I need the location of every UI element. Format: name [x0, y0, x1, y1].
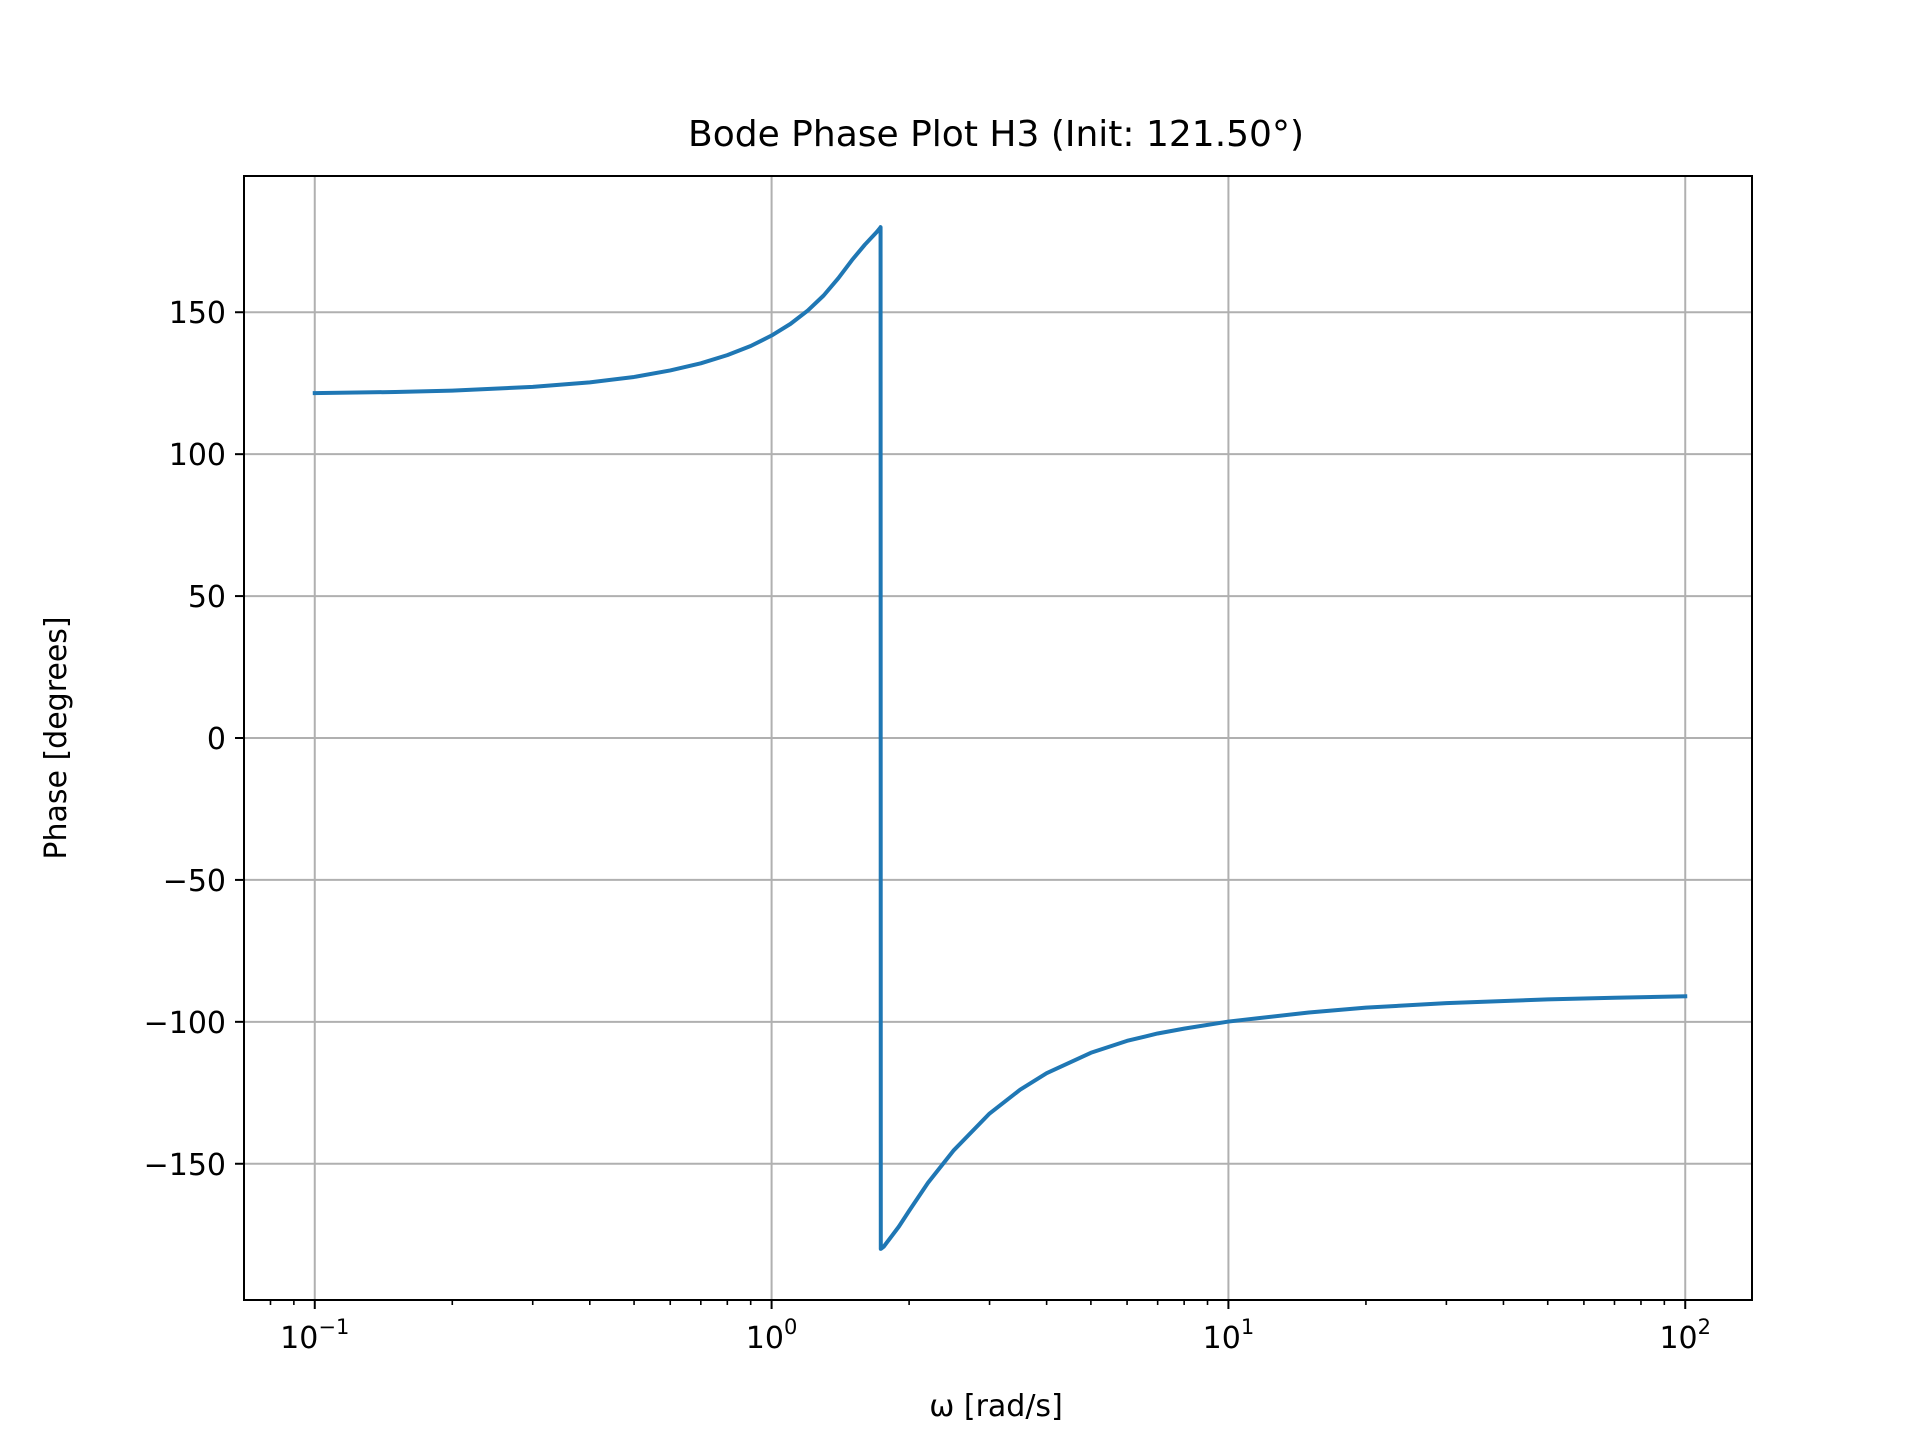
- tick-marks: [235, 311, 1687, 1309]
- x-tick-label: 101: [1203, 1315, 1255, 1356]
- y-axis-label: Phase [degrees]: [39, 616, 74, 859]
- series-layer: [312, 225, 1688, 1251]
- y-tick-label: 150: [169, 296, 226, 331]
- x-axis-label: ω [rad/s]: [929, 1389, 1063, 1424]
- plot-frame: [243, 175, 1753, 1301]
- y-tick-label: 0: [207, 722, 226, 757]
- y-tick-label: 100: [169, 438, 226, 473]
- tick-labels: 10−1 100 101 102 150 100 50 0 −50 −100 −150: [144, 296, 1711, 1356]
- gridlines: [244, 176, 1752, 1300]
- x-tick-label: 10−1: [280, 1315, 349, 1356]
- chart-title: Bode Phase Plot H3 (Init: 121.50°): [688, 114, 1304, 155]
- x-tick-label: 102: [1659, 1315, 1711, 1356]
- phase-line: [312, 225, 1688, 1251]
- y-tick-label: 50: [188, 580, 226, 615]
- y-tick-label: −150: [144, 1148, 226, 1183]
- x-tick-label: 100: [746, 1315, 798, 1356]
- y-tick-label: −100: [144, 1006, 226, 1041]
- y-tick-label: −50: [163, 864, 226, 899]
